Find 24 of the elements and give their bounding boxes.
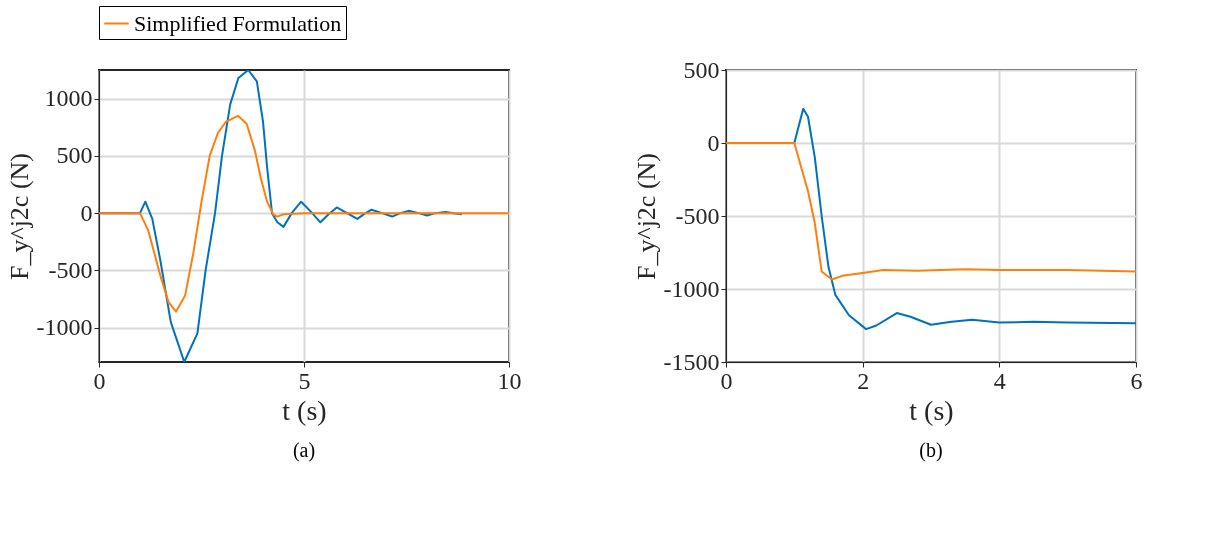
y-tick-label: 0 [80,199,93,226]
text: (a) [292,439,316,462]
y-tick-label: -500 [48,256,93,283]
y-tick-label: -500 [675,202,720,229]
y-tick-label: -1000 [663,275,720,302]
x-tick-label: 6 [1130,367,1143,394]
x-tick-label: 5 [298,367,311,394]
legend-label: Simplified Formulation [134,10,342,36]
y-tick-label: 0 [707,129,720,156]
y-tick-label: 1000 [44,85,93,112]
y-tick-label: 500 [56,142,93,169]
x-tick-label: 10 [497,367,522,394]
y-axis-title: F_y^j2c (N) [631,152,661,281]
y-tick-label: 500 [683,56,720,83]
line-series [726,142,1136,281]
x-tick-label: 2 [857,367,870,394]
x-axis-title: t (s) [909,394,954,426]
text: (b) [919,439,943,462]
x-axis-title: t (s) [282,394,327,426]
x-tick-label: 4 [993,367,1006,394]
y-tick-label: -1500 [663,348,720,375]
y-tick-label: -1000 [36,314,93,341]
y-axis-title: F_y^j2c (N) [4,152,34,281]
line-series [99,114,509,313]
